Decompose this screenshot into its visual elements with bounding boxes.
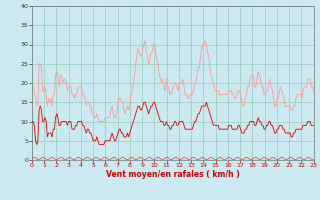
X-axis label: Vent moyen/en rafales ( km/h ): Vent moyen/en rafales ( km/h ) — [106, 170, 240, 179]
